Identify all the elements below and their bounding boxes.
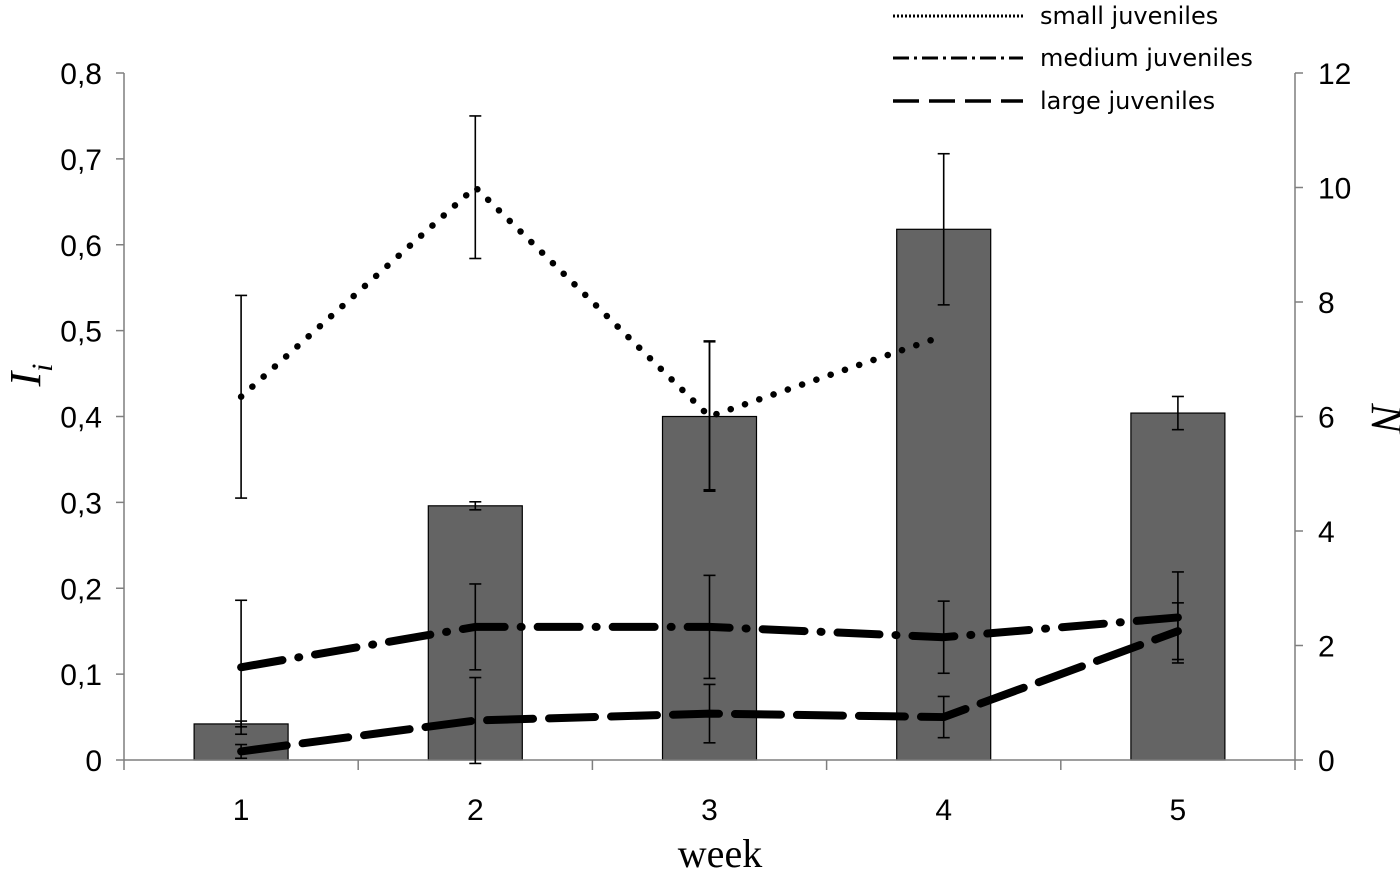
series-line-small-juveniles — [237, 183, 947, 420]
x-tick-label: 5 — [1170, 794, 1187, 827]
y-tick-label: 0,5 — [60, 316, 102, 349]
axes-layer — [116, 72, 1303, 770]
y-tick-label: 0,8 — [60, 58, 102, 91]
legend: small juveniles medium juveniles large j… — [893, 2, 1253, 115]
y-axis-title-main: I — [1, 370, 50, 388]
y2-tick-label: 12 — [1318, 58, 1351, 91]
y-tick-label: 0,2 — [60, 573, 102, 606]
y-tick-label: 0,6 — [60, 230, 102, 263]
y-tick-label: 0,4 — [60, 402, 102, 435]
y-tick-label: 0,7 — [60, 144, 102, 177]
y-tick-label: 0,1 — [60, 659, 102, 692]
x-axis-title: week — [678, 831, 762, 873]
y2-tick-label: 0 — [1318, 745, 1335, 778]
legend-label-medium-juveniles: medium juveniles — [1040, 44, 1253, 72]
y-axis-title-subscript: i — [26, 364, 59, 372]
error-bars-layer — [235, 115, 1184, 765]
bars-layer — [193, 228, 1226, 761]
y2-axis-title: N — [1362, 402, 1400, 435]
legend-label-small-juveniles: small juveniles — [1040, 2, 1218, 30]
x-tick-label: 3 — [701, 794, 718, 827]
y-tick-label: 0 — [85, 745, 102, 778]
y2-tick-label: 10 — [1318, 173, 1351, 206]
y-tick-label: 0,3 — [60, 487, 102, 520]
y2-tick-label: 2 — [1318, 631, 1335, 664]
y2-tick-label: 6 — [1318, 402, 1335, 435]
y-axis-title: Ii — [1, 364, 59, 388]
legend-label-large-juveniles: large juveniles — [1040, 87, 1215, 115]
bar-week-4 — [896, 228, 992, 761]
x-tick-label: 4 — [935, 794, 952, 827]
y2-tick-label: 4 — [1318, 516, 1335, 549]
x-tick-label: 1 — [233, 794, 250, 827]
y2-tick-label: 8 — [1318, 287, 1335, 320]
x-tick-label: 2 — [467, 794, 484, 827]
svg-text:Ii: Ii — [1, 364, 59, 388]
